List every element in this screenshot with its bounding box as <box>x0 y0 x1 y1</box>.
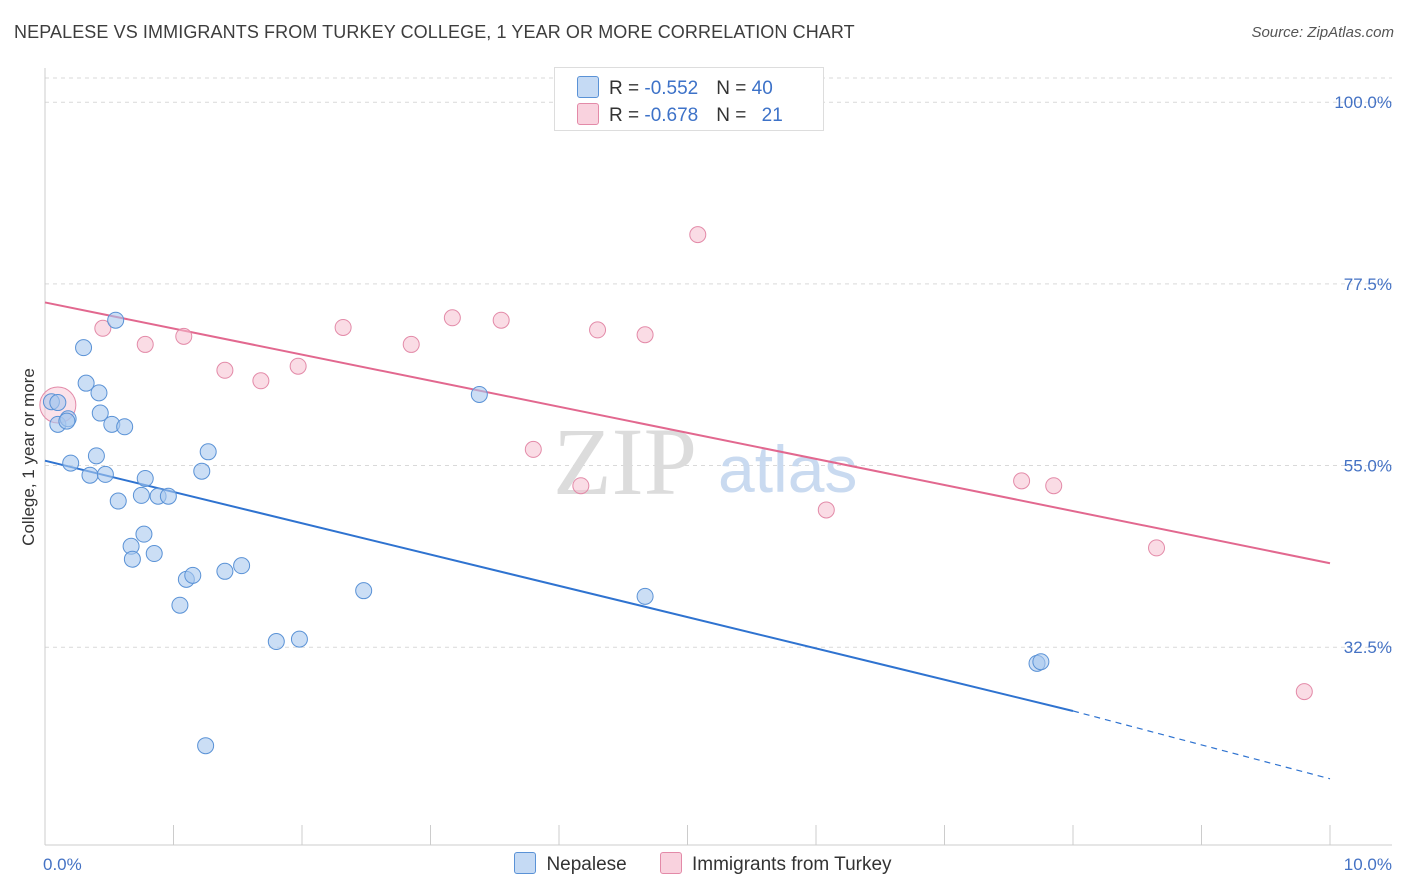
point-turkey <box>252 372 270 390</box>
point-turkey <box>492 311 510 329</box>
legend-r-label: R = <box>609 105 645 126</box>
point-nepalese <box>216 562 234 580</box>
point-nepalese <box>109 492 127 510</box>
point-nepalese <box>470 385 488 403</box>
legend-row-nepalese: R = -0.552 N = 40 <box>577 76 773 100</box>
point-nepalese <box>290 630 308 648</box>
point-nepalese <box>197 737 215 755</box>
legend-r-value: -0.678 <box>644 105 699 126</box>
point-turkey <box>589 321 607 339</box>
series-swatch-pink <box>660 852 682 874</box>
point-nepalese <box>193 462 211 480</box>
point-nepalese <box>136 469 154 487</box>
legend-n-label: N = <box>716 105 752 126</box>
legend-r-label: R = <box>609 78 645 99</box>
y-axis-label: College, 1 year or more <box>19 368 38 546</box>
series-name-turkey: Immigrants from Turkey <box>692 854 892 875</box>
legend-swatch-blue <box>577 76 599 98</box>
point-nepalese <box>77 374 95 392</box>
point-nepalese <box>355 582 373 600</box>
point-nepalese <box>171 596 189 614</box>
point-turkey <box>289 357 307 375</box>
point-turkey <box>689 226 707 244</box>
series-legend: Nepalese Immigrants from Turkey <box>0 852 1406 876</box>
point-turkey <box>334 318 352 336</box>
point-turkey <box>443 309 461 327</box>
axes <box>44 68 1392 846</box>
point-nepalese <box>96 465 114 483</box>
legend-n-value: 21 <box>761 105 783 126</box>
y-tick-label: 32.5% <box>1344 638 1392 657</box>
point-nepalese <box>91 404 109 422</box>
trend-line-nepalese <box>44 459 1074 712</box>
point-nepalese <box>81 466 99 484</box>
point-nepalese <box>75 339 93 357</box>
point-turkey <box>216 361 234 379</box>
point-turkey <box>136 335 154 353</box>
point-turkey <box>94 319 112 337</box>
y-tick-label: 100.0% <box>1334 93 1392 112</box>
point-turkey <box>1295 683 1313 701</box>
point-nepalese <box>90 384 108 402</box>
trend-line-turkey <box>44 301 1331 565</box>
x-tick-label: 0.0% <box>43 855 82 874</box>
point-nepalese <box>123 550 141 568</box>
legend-n-label: N = <box>716 78 752 99</box>
point-nepalese <box>107 311 125 329</box>
point-nepalese <box>159 487 177 505</box>
legend-swatch-pink <box>577 103 599 125</box>
point-turkey <box>1148 539 1166 557</box>
source-label: Source: ZipAtlas.com <box>1251 24 1394 41</box>
y-tick-label: 55.0% <box>1344 457 1392 476</box>
point-nepalese <box>132 486 150 504</box>
point-turkey <box>1045 477 1063 495</box>
point-nepalese <box>135 525 153 543</box>
trend-lines <box>44 301 1331 780</box>
point-nepalese <box>184 566 202 584</box>
point-nepalese <box>199 443 217 461</box>
series-legend-turkey[interactable]: Immigrants from Turkey <box>660 852 892 876</box>
legend-n-value: 40 <box>751 78 773 99</box>
point-turkey <box>572 477 590 495</box>
point-turkey <box>817 501 835 519</box>
data-points <box>39 226 1313 755</box>
trend-line-nepalese-extension <box>1072 710 1331 780</box>
point-nepalese <box>49 394 67 412</box>
tick-labels: 32.5% 55.0% 77.5% 100.0% 0.0% 10.0% <box>43 93 1392 874</box>
legend-r-value: -0.552 <box>644 78 699 99</box>
watermark-zip: ZIP <box>553 408 697 515</box>
x-tick-label: 10.0% <box>1344 855 1392 874</box>
series-swatch-blue <box>514 852 537 874</box>
point-turkey <box>175 327 193 345</box>
y-tick-label: 77.5% <box>1344 275 1392 294</box>
point-nepalese <box>116 418 134 436</box>
correlation-legend: R = -0.552 N = 40 R = -0.678 N = 21 <box>554 67 824 131</box>
point-turkey <box>636 326 654 344</box>
point-nepalese <box>1032 653 1050 671</box>
chart-title: NEPALESE VS IMMIGRANTS FROM TURKEY COLLE… <box>14 22 855 42</box>
point-turkey <box>524 440 542 458</box>
point-nepalese <box>62 454 80 472</box>
legend-row-turkey: R = -0.678 N = 21 <box>577 103 783 127</box>
point-nepalese <box>233 557 251 575</box>
series-name-nepalese: Nepalese <box>546 854 627 875</box>
point-nepalese <box>87 447 105 465</box>
series-legend-nepalese[interactable]: Nepalese <box>514 852 627 876</box>
point-nepalese <box>145 545 163 563</box>
point-nepalese <box>267 633 285 651</box>
point-turkey <box>402 335 420 353</box>
point-nepalese <box>636 587 654 605</box>
point-nepalese <box>58 412 76 430</box>
point-turkey <box>1013 472 1031 490</box>
